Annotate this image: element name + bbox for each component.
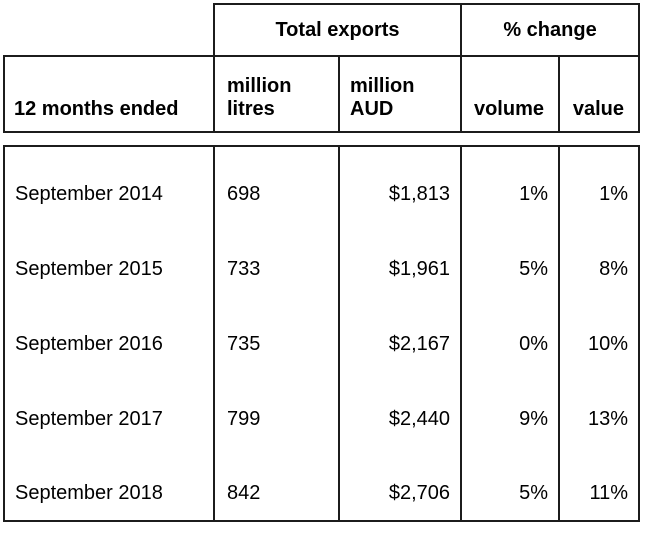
- cell-million-litres: 698: [213, 146, 340, 221]
- cell-period: September 2015: [3, 221, 215, 296]
- cell-million-aud: $2,167: [338, 296, 462, 371]
- header-group-percent-change: % change: [459, 3, 641, 57]
- col-header-volume: volume: [460, 55, 560, 133]
- cell-volume-change: 0%: [460, 296, 560, 371]
- cell-value-change: 13%: [558, 371, 640, 446]
- cell-million-aud: $1,961: [338, 221, 462, 296]
- cell-million-aud: $1,813: [338, 146, 462, 221]
- cell-million-litres: 733: [213, 221, 340, 296]
- column-header-row: 12 months ended million litres million A…: [3, 55, 641, 133]
- cell-value-change: 8%: [558, 221, 640, 296]
- blank-corner-cell: [4, 4, 214, 56]
- cell-period: September 2014: [3, 146, 215, 221]
- cell-period: September 2016: [3, 296, 215, 371]
- cell-million-litres: 735: [213, 296, 340, 371]
- cell-volume-change: 5%: [460, 221, 560, 296]
- cell-volume-change: 1%: [460, 146, 560, 221]
- header-group-total-exports: Total exports: [213, 3, 462, 57]
- cell-value-change: 10%: [558, 296, 640, 371]
- table-row: September 2017 799 $2,440 9% 13%: [3, 371, 640, 446]
- exports-table-body: September 2014 698 $1,813 1% 1% Septembe…: [3, 145, 640, 522]
- header-group-row: Total exports % change: [4, 3, 641, 57]
- table-row: September 2015 733 $1,961 5% 8%: [3, 221, 640, 296]
- col-header-value: value: [557, 55, 641, 133]
- exports-table-header: Total exports % change 12 months ended m…: [3, 3, 641, 133]
- col-header-million-aud: million AUD: [338, 55, 462, 133]
- col-header-million-litres: million litres: [213, 55, 340, 133]
- cell-million-litres: 799: [213, 371, 340, 446]
- cell-value-change: 1%: [558, 146, 640, 221]
- cell-million-aud: $2,706: [338, 446, 462, 521]
- table-row: September 2014 698 $1,813 1% 1%: [3, 146, 640, 221]
- table-row: September 2016 735 $2,167 0% 10%: [3, 296, 640, 371]
- cell-volume-change: 5%: [460, 446, 560, 521]
- table-row: September 2018 842 $2,706 5% 11%: [3, 446, 640, 521]
- cell-million-litres: 842: [213, 446, 340, 521]
- cell-value-change: 11%: [558, 446, 640, 521]
- col-header-period: 12 months ended: [3, 55, 215, 133]
- cell-period: September 2018: [3, 446, 215, 521]
- cell-million-aud: $2,440: [338, 371, 462, 446]
- cell-period: September 2017: [3, 371, 215, 446]
- cell-volume-change: 9%: [460, 371, 560, 446]
